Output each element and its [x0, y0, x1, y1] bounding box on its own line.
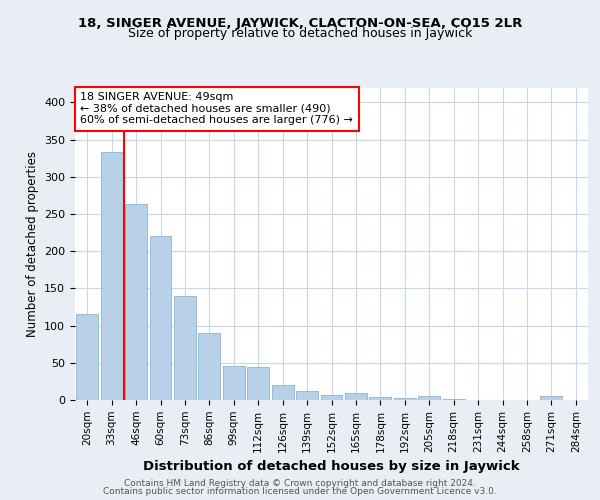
Bar — [345, 394, 367, 400]
Text: Contains HM Land Registry data © Crown copyright and database right 2024.: Contains HM Land Registry data © Crown c… — [124, 478, 476, 488]
Text: Size of property relative to detached houses in Jaywick: Size of property relative to detached ho… — [128, 28, 472, 40]
Text: 18 SINGER AVENUE: 49sqm
← 38% of detached houses are smaller (490)
60% of semi-d: 18 SINGER AVENUE: 49sqm ← 38% of detache… — [80, 92, 353, 126]
Bar — [174, 296, 196, 400]
Bar — [125, 204, 147, 400]
Y-axis label: Number of detached properties: Number of detached properties — [26, 151, 38, 337]
Bar — [76, 314, 98, 400]
Bar — [223, 366, 245, 400]
Bar — [418, 396, 440, 400]
X-axis label: Distribution of detached houses by size in Jaywick: Distribution of detached houses by size … — [143, 460, 520, 473]
Bar — [394, 398, 416, 400]
Bar — [296, 391, 318, 400]
Text: 18, SINGER AVENUE, JAYWICK, CLACTON-ON-SEA, CO15 2LR: 18, SINGER AVENUE, JAYWICK, CLACTON-ON-S… — [78, 18, 522, 30]
Bar — [101, 152, 122, 400]
Bar — [149, 236, 172, 400]
Bar — [199, 333, 220, 400]
Bar — [320, 395, 343, 400]
Bar — [370, 397, 391, 400]
Bar — [272, 385, 293, 400]
Text: Contains public sector information licensed under the Open Government Licence v3: Contains public sector information licen… — [103, 487, 497, 496]
Bar — [541, 396, 562, 400]
Bar — [247, 368, 269, 400]
